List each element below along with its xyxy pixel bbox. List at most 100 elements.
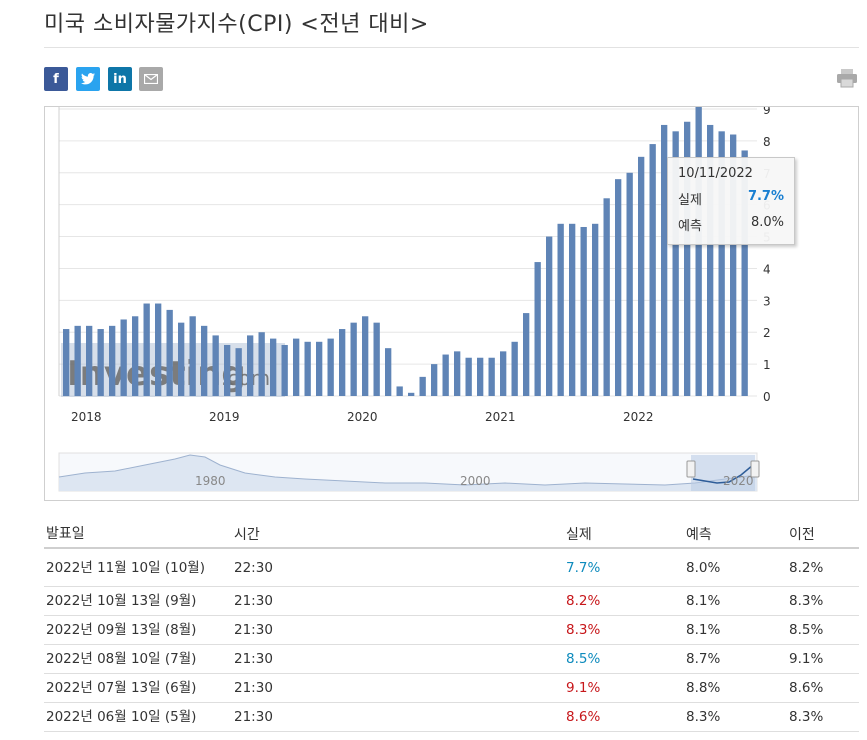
x-tick-label: 2021 bbox=[485, 410, 516, 424]
bar bbox=[730, 134, 737, 396]
table-header: 발표일 시간 실제 예측 이전 bbox=[44, 520, 859, 549]
release-history-table: 발표일 시간 실제 예측 이전 2022년 11월 10일 (10월) 22:30… bbox=[44, 520, 859, 732]
bar bbox=[109, 325, 116, 396]
bar bbox=[534, 262, 541, 396]
x-tick-label: 2018 bbox=[71, 410, 102, 424]
bar bbox=[189, 316, 196, 396]
bar bbox=[523, 313, 530, 396]
navigator-tick-label: 2000 bbox=[460, 474, 491, 488]
cell-date: 2022년 11월 10일 (10월) bbox=[46, 559, 205, 576]
cell-forecast: 8.1% bbox=[686, 622, 721, 638]
facebook-share-button[interactable]: f bbox=[44, 67, 68, 91]
bar bbox=[396, 386, 403, 396]
email-share-button[interactable] bbox=[139, 67, 163, 91]
cell-time: 21:30 bbox=[234, 709, 273, 725]
tooltip-forecast-value: 8.0% bbox=[750, 215, 784, 230]
twitter-icon bbox=[81, 73, 95, 85]
bar bbox=[385, 348, 392, 396]
cell-time: 21:30 bbox=[234, 622, 273, 638]
y-tick-label: 4 bbox=[763, 262, 771, 276]
navigator-area bbox=[59, 455, 757, 491]
bar bbox=[281, 344, 288, 396]
table-row: 2022년 08월 10일 (7월) 21:30 8.5% 8.7% 9.1% bbox=[44, 645, 859, 674]
cell-date: 2022년 10월 13일 (9월) bbox=[46, 593, 197, 609]
cell-time: 22:30 bbox=[234, 559, 273, 576]
header-date: 발표일 bbox=[46, 525, 85, 542]
cpi-chart[interactable]: Investing.com 0123456789 201820192020202… bbox=[44, 106, 859, 501]
bar bbox=[212, 335, 219, 396]
bar bbox=[350, 322, 357, 396]
print-button[interactable] bbox=[836, 68, 858, 88]
bar bbox=[224, 344, 231, 396]
bar bbox=[661, 124, 668, 396]
page-title: 미국 소비자물가지수(CPI) <전년 대비> bbox=[44, 12, 429, 37]
table-row: 2022년 06월 10일 (5월) 21:30 8.6% 8.3% 8.3% bbox=[44, 703, 859, 732]
bar bbox=[477, 357, 484, 396]
y-tick-label: 0 bbox=[763, 390, 771, 404]
chart-grid bbox=[58, 107, 757, 397]
bar bbox=[592, 223, 599, 396]
facebook-icon: f bbox=[53, 71, 59, 87]
header-actual: 실제 bbox=[566, 526, 592, 543]
bar bbox=[327, 338, 334, 396]
y-tick-label: 2 bbox=[763, 326, 771, 340]
bar bbox=[488, 357, 495, 396]
bar bbox=[63, 329, 70, 396]
x-tick-label: 2022 bbox=[623, 410, 654, 424]
bar bbox=[557, 223, 564, 396]
chart-navigator[interactable]: 1980 2000 2020 bbox=[58, 452, 760, 492]
cell-date: 2022년 07월 13일 (6월) bbox=[46, 680, 197, 696]
table-row: 2022년 11월 10일 (10월) 22:30 7.7% 8.0% 8.2% bbox=[44, 549, 859, 587]
y-tick-label: 3 bbox=[763, 294, 771, 308]
bar bbox=[695, 107, 702, 397]
cell-date: 2022년 06월 10일 (5월) bbox=[46, 709, 197, 725]
x-tick-label: 2020 bbox=[347, 410, 378, 424]
bar bbox=[132, 316, 139, 396]
navigator-tick-label: 1980 bbox=[195, 474, 226, 488]
y-tick-label: 1 bbox=[763, 358, 771, 372]
bar bbox=[74, 325, 81, 396]
bar bbox=[454, 351, 461, 396]
cell-previous: 8.6% bbox=[789, 680, 824, 696]
bar bbox=[339, 329, 346, 396]
bar bbox=[707, 124, 714, 396]
header-forecast: 예측 bbox=[686, 526, 712, 543]
bar bbox=[546, 236, 553, 396]
bar bbox=[270, 338, 277, 396]
bar bbox=[316, 341, 323, 396]
navigator-left-handle bbox=[686, 460, 696, 478]
x-axis-ticks: 2018 2019 2020 2021 2022 bbox=[71, 410, 654, 424]
bar bbox=[373, 322, 380, 396]
bar bbox=[419, 376, 426, 396]
bar bbox=[120, 319, 127, 396]
cell-time: 21:30 bbox=[234, 680, 273, 696]
bar bbox=[408, 392, 415, 396]
table-row: 2022년 10월 13일 (9월) 21:30 8.2% 8.1% 8.3% bbox=[44, 587, 859, 616]
cell-forecast: 8.0% bbox=[686, 559, 721, 576]
linkedin-icon: in bbox=[113, 71, 127, 87]
bar bbox=[649, 144, 656, 396]
bar bbox=[511, 341, 518, 396]
cell-actual: 8.5% bbox=[566, 651, 601, 667]
chart-bars bbox=[63, 107, 748, 397]
cell-previous: 8.3% bbox=[789, 709, 824, 725]
table-row: 2022년 09월 13일 (8월) 21:30 8.3% 8.1% 8.5% bbox=[44, 616, 859, 645]
bar bbox=[86, 325, 93, 396]
bar bbox=[569, 223, 576, 396]
printer-icon bbox=[837, 69, 857, 88]
bar bbox=[626, 172, 633, 396]
cell-date: 2022년 08월 10일 (7월) bbox=[46, 651, 197, 667]
cell-actual: 9.1% bbox=[566, 680, 601, 696]
cell-previous: 8.2% bbox=[789, 559, 824, 576]
tooltip-actual-value: 7.7% bbox=[747, 189, 784, 204]
navigator-tick-label: 2020 bbox=[723, 474, 754, 488]
cell-forecast: 8.8% bbox=[686, 680, 721, 696]
cell-previous: 8.5% bbox=[789, 622, 824, 638]
twitter-share-button[interactable] bbox=[76, 67, 100, 91]
bar bbox=[741, 150, 748, 396]
cell-time: 21:30 bbox=[234, 651, 273, 667]
tooltip-forecast-label: 예측 bbox=[678, 219, 702, 234]
bar bbox=[684, 121, 691, 396]
linkedin-share-button[interactable]: in bbox=[108, 67, 132, 91]
cell-actual: 8.2% bbox=[566, 593, 601, 609]
